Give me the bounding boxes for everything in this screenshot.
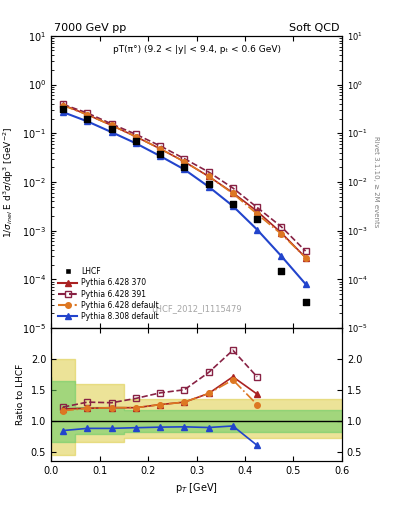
Pythia 6.428 default [255,211,259,217]
Pythia 6.428 370 [303,254,308,261]
Pythia 6.428 391 [109,121,114,127]
Pythia 6.428 370 [61,102,66,108]
Pythia 6.428 default [182,159,187,165]
Text: LHCF_2012_I1115479: LHCF_2012_I1115479 [151,305,242,313]
LHCF [133,137,139,145]
Pythia 6.428 default [109,122,114,129]
Pythia 6.428 default [206,173,211,179]
Pythia 8.308 default [61,109,66,115]
Pythia 6.428 370 [231,189,235,196]
LHCF [230,200,236,208]
Text: Soft QCD: Soft QCD [288,23,339,33]
Pythia 6.428 default [85,112,90,118]
Pythia 6.428 370 [255,208,259,215]
Line: Pythia 6.428 391: Pythia 6.428 391 [61,102,309,254]
Pythia 8.308 default [85,118,90,124]
Pythia 6.428 370 [85,112,90,118]
Pythia 6.428 370 [109,122,114,129]
Text: pT(π°) (9.2 < |y| < 9.4, pₜ < 0.6 GeV): pT(π°) (9.2 < |y| < 9.4, pₜ < 0.6 GeV) [112,45,281,54]
Pythia 8.308 default [303,281,308,287]
LHCF [108,125,115,134]
Line: Pythia 6.428 default: Pythia 6.428 default [61,103,309,260]
Pythia 8.308 default [134,140,138,146]
Pythia 6.428 370 [134,134,138,140]
Y-axis label: Rivet 3.1.10, ≥ 2M events: Rivet 3.1.10, ≥ 2M events [373,136,379,228]
Pythia 8.308 default [206,184,211,190]
LHCF [60,104,66,113]
Pythia 8.308 default [231,203,235,209]
Pythia 8.308 default [279,253,284,259]
LHCF [84,115,91,123]
Pythia 8.308 default [255,226,259,232]
Pythia 6.428 391 [182,156,187,162]
Line: Pythia 8.308 default: Pythia 8.308 default [61,110,309,287]
Pythia 6.428 391 [61,101,66,108]
LHCF [157,150,163,158]
Pythia 6.428 370 [182,159,187,165]
Pythia 6.428 391 [279,224,284,230]
Pythia 6.428 391 [255,204,259,210]
Pythia 6.428 default [158,146,163,152]
LHCF [254,215,260,223]
Line: Pythia 6.428 370: Pythia 6.428 370 [61,102,309,260]
Pythia 6.428 370 [158,146,163,152]
Y-axis label: 1/$\sigma_{inel}$ E d$^3\sigma$/dp$^3$ [GeV$^{-2}$]: 1/$\sigma_{inel}$ E d$^3\sigma$/dp$^3$ [… [2,126,17,238]
Pythia 6.428 370 [279,230,284,236]
Text: 7000 GeV pp: 7000 GeV pp [54,23,126,33]
Pythia 6.428 default [134,134,138,140]
Pythia 6.428 391 [206,169,211,175]
Pythia 6.428 370 [206,173,211,179]
LHCF [206,180,212,188]
Pythia 8.308 default [158,153,163,159]
LHCF [181,163,187,172]
Pythia 6.428 default [61,102,66,109]
Legend: LHCF, Pythia 6.428 370, Pythia 6.428 391, Pythia 6.428 default, Pythia 8.308 def: LHCF, Pythia 6.428 370, Pythia 6.428 391… [55,264,162,324]
Pythia 6.428 391 [231,185,235,191]
Pythia 6.428 391 [303,248,308,254]
Pythia 6.428 391 [134,131,138,137]
Pythia 6.428 default [279,231,284,237]
Pythia 8.308 default [182,166,187,173]
Pythia 6.428 391 [85,110,90,116]
Pythia 6.428 default [303,254,308,261]
X-axis label: p$_T$ [GeV]: p$_T$ [GeV] [175,481,218,495]
Pythia 6.428 default [231,190,235,197]
LHCF [278,267,285,275]
LHCF [303,297,309,306]
Y-axis label: Ratio to LHCF: Ratio to LHCF [16,364,25,425]
Pythia 6.428 391 [158,143,163,149]
Pythia 8.308 default [109,129,114,135]
